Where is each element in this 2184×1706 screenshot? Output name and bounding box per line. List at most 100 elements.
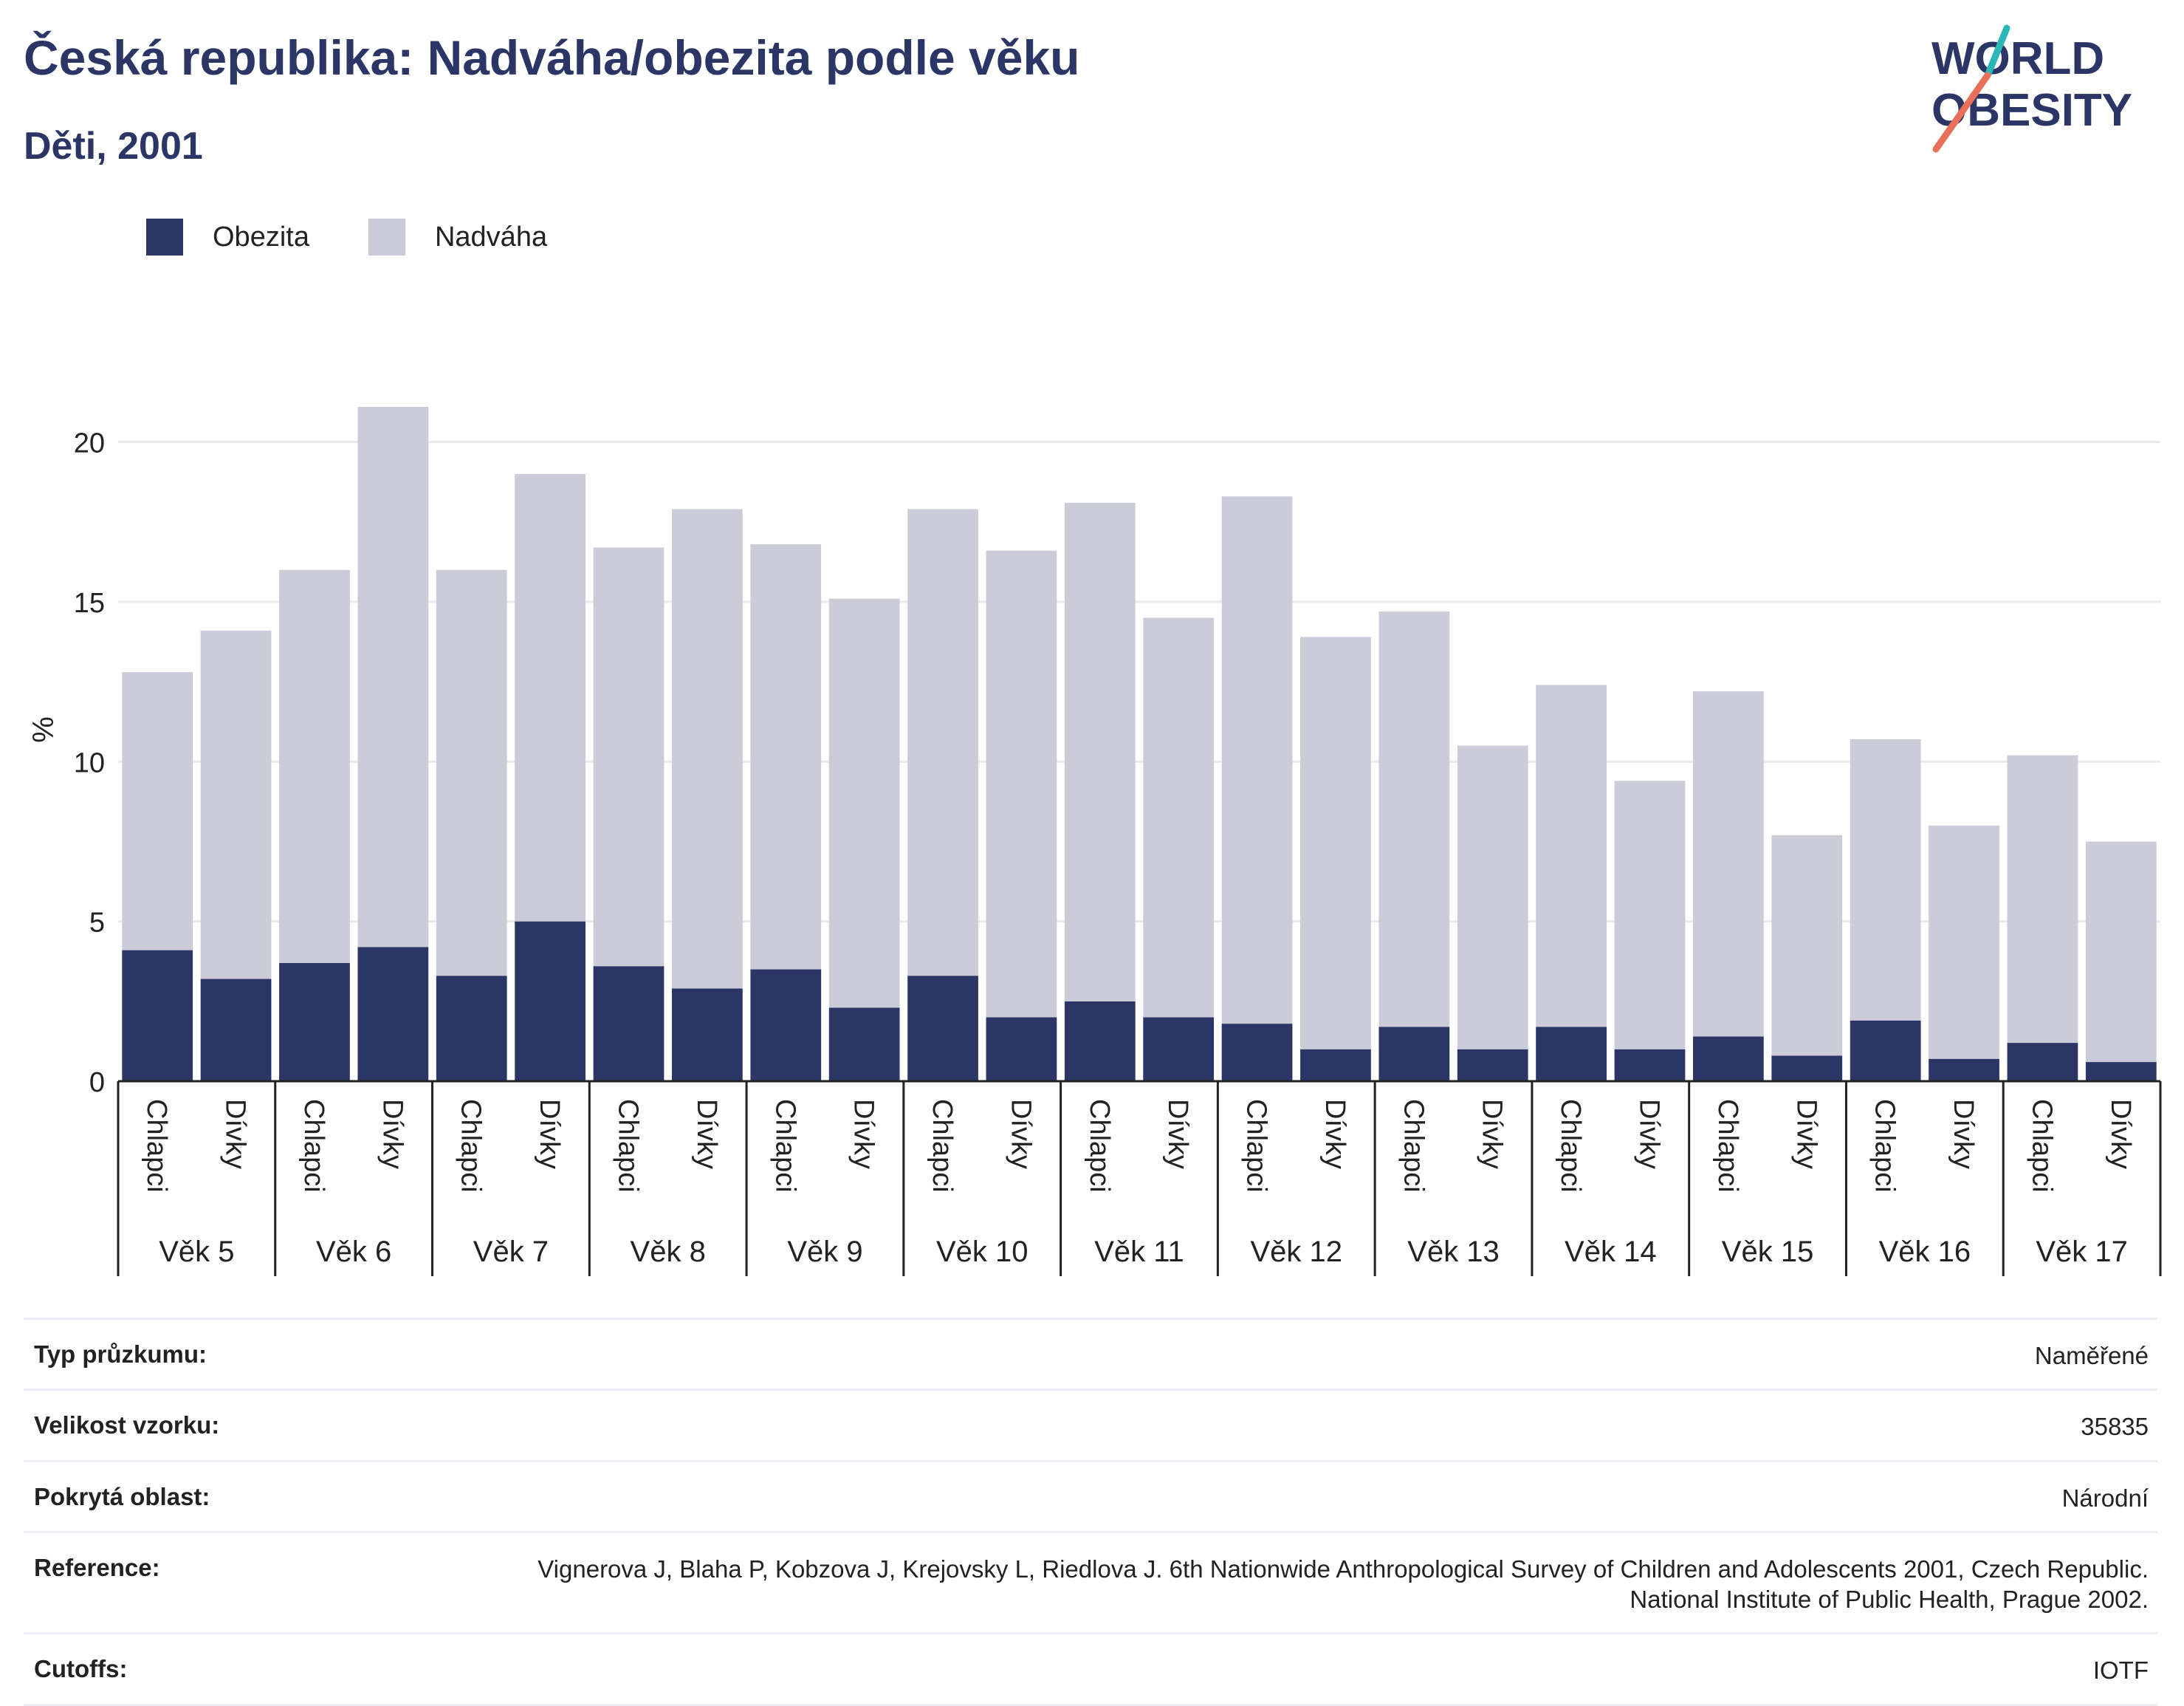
meta-row-survey-type: Typ průzkumu: Naměřené — [24, 1318, 2157, 1388]
legend-label-obezita: Obezita — [213, 221, 309, 253]
bar-obezita — [1457, 1049, 1528, 1081]
x-group-label: Věk 11 — [1094, 1236, 1184, 1268]
bar-obezita — [357, 947, 429, 1081]
logo-stroke-coral — [1932, 72, 1991, 153]
bar-nadvaha — [986, 550, 1057, 1018]
x-group-label: Věk 7 — [473, 1236, 549, 1268]
bar-nadvaha — [1457, 745, 1528, 1049]
bar-obezita — [1300, 1049, 1371, 1081]
bar-obezita — [1221, 1024, 1293, 1081]
meta-value: Naměřené — [2034, 1342, 2149, 1369]
bar-obezita — [750, 969, 822, 1081]
legend-swatch-nadvaha — [368, 219, 405, 256]
x-subcategory-label: Dívky — [534, 1099, 565, 1169]
bar-obezita — [515, 921, 586, 1081]
meta-row-reference: Reference: Vignerova J, Blaha P, Kobzova… — [24, 1530, 2157, 1633]
x-subcategory-label: Dívky — [1477, 1099, 1508, 1169]
y-tick-label: 5 — [89, 908, 105, 939]
x-subcategory-label: Chlapci — [769, 1099, 800, 1193]
bar-nadvaha — [907, 509, 978, 976]
x-subcategory-label: Chlapci — [2026, 1099, 2057, 1193]
legend-label-nadvaha: Nadváha — [434, 221, 548, 253]
bar-obezita — [1614, 1049, 1686, 1081]
bar-nadvaha — [1614, 781, 1686, 1049]
legend-swatch-obezita — [146, 219, 183, 256]
x-group-label: Věk 10 — [936, 1236, 1029, 1268]
x-subcategory-label: Dívky — [1005, 1099, 1036, 1169]
bar-obezita — [1536, 1027, 1607, 1081]
y-tick-label: 15 — [74, 588, 105, 619]
x-subcategory-label: Chlapci — [1084, 1099, 1115, 1193]
chart-subtitle: Děti, 2001 — [24, 125, 203, 168]
bar-obezita — [2085, 1062, 2157, 1081]
bar-obezita — [436, 976, 507, 1081]
bar-obezita — [672, 988, 743, 1081]
x-group-label: Věk 6 — [316, 1236, 391, 1268]
bar-obezita — [1143, 1017, 1215, 1081]
bar-obezita — [1929, 1058, 1999, 1081]
bar-obezita — [2007, 1043, 2078, 1081]
x-subcategory-label: Chlapci — [1398, 1099, 1429, 1193]
x-subcategory-label: Chlapci — [613, 1099, 644, 1193]
bar-obezita — [593, 966, 665, 1081]
y-tick-label: 10 — [74, 747, 105, 778]
x-group-label: Věk 9 — [787, 1236, 862, 1268]
bar-nadvaha — [1850, 739, 1921, 1021]
meta-value: Vignerova J, Blaha P, Kobzova J, Krejovs… — [538, 1555, 2149, 1613]
x-subcategory-label: Dívky — [1634, 1099, 1665, 1169]
x-group-label: Věk 16 — [1879, 1236, 1971, 1268]
bar-obezita — [828, 1007, 900, 1081]
bar-obezita — [986, 1017, 1057, 1081]
x-group-label: Věk 5 — [159, 1236, 234, 1268]
bar-obezita — [907, 976, 978, 1081]
bar-nadvaha — [1693, 691, 1764, 1037]
bar-nadvaha — [1221, 496, 1293, 1024]
x-group-label: Věk 12 — [1251, 1236, 1343, 1268]
meta-row-area: Pokrytá oblast: Národní — [24, 1459, 2157, 1531]
metadata-table: Typ průzkumu: Naměřené Velikost vzorku: … — [24, 1318, 2157, 1706]
x-subcategory-label: Chlapci — [298, 1099, 329, 1193]
world-obesity-logo: WORLD OBESITY — [1931, 24, 2132, 153]
bar-obezita — [1378, 1027, 1450, 1081]
y-tick-label: 0 — [89, 1067, 105, 1098]
bar-nadvaha — [828, 598, 900, 1008]
bar-nadvaha — [2085, 841, 2157, 1063]
chart-title: Česká republika: Nadváha/obezita podle v… — [24, 30, 1080, 85]
bar-nadvaha — [279, 569, 350, 963]
x-subcategory-label: Dívky — [691, 1099, 722, 1169]
bar-nadvaha — [122, 672, 193, 950]
meta-label: Velikost vzorku: — [34, 1411, 220, 1439]
logo-stroke-teal — [1984, 24, 2010, 79]
bar-nadvaha — [2007, 755, 2078, 1044]
bar-nadvaha — [515, 473, 586, 922]
meta-row-cutoffs: Cutoffs: IOTF — [24, 1632, 2157, 1706]
x-subcategory-label: Dívky — [220, 1099, 251, 1169]
legend-item-nadvaha: Nadváha — [368, 219, 547, 256]
x-subcategory-label: Chlapci — [456, 1099, 487, 1193]
bar-nadvaha — [1300, 637, 1371, 1049]
bar-nadvaha — [436, 569, 507, 976]
y-axis-label: % — [27, 716, 60, 743]
bar-obezita — [200, 979, 272, 1081]
x-group-label: Věk 15 — [1722, 1236, 1814, 1268]
bar-nadvaha — [200, 630, 272, 979]
x-subcategory-label: Chlapci — [1555, 1099, 1586, 1193]
x-group-label: Věk 17 — [2036, 1236, 2128, 1268]
bar-nadvaha — [1378, 611, 1450, 1027]
meta-label: Typ průzkumu: — [34, 1340, 207, 1368]
x-subcategory-label: Chlapci — [1712, 1099, 1743, 1193]
x-subcategory-label: Chlapci — [927, 1099, 958, 1193]
bar-nadvaha — [1064, 502, 1136, 1001]
x-subcategory-label: Dívky — [1948, 1099, 1979, 1169]
bar-chart: 0 5 10 15 20% Chlapci Dívky Chlapci Dívky Chlapci… — [27, 406, 2162, 1276]
meta-label: Reference: — [34, 1553, 160, 1581]
meta-value: 35835 — [2081, 1413, 2149, 1441]
bar-nadvaha — [1143, 617, 1215, 1018]
meta-value: IOTF — [2092, 1657, 2149, 1685]
bar-obezita — [122, 950, 193, 1081]
bar-nadvaha — [593, 547, 665, 967]
x-subcategory-label: Chlapci — [1241, 1099, 1272, 1193]
legend: Obezita Nadváha — [146, 219, 606, 256]
x-subcategory-label: Dívky — [2105, 1099, 2136, 1169]
bar-nadvaha — [1929, 825, 1999, 1059]
